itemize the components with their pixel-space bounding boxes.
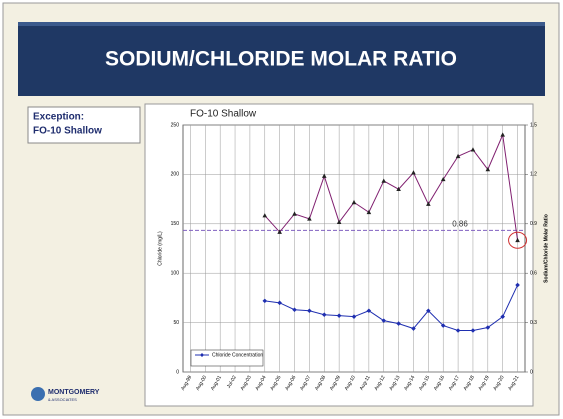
legend-marker: [200, 353, 204, 357]
y2-tick-label: 0.6: [530, 271, 537, 277]
data-point: [351, 314, 357, 319]
data-point: [500, 132, 505, 137]
y-axis-label: Chloride (mg/L): [157, 231, 163, 266]
data-point: [470, 147, 476, 152]
logo-name: MONTGOMERY: [48, 389, 100, 396]
data-point: [366, 308, 372, 314]
data-point: [336, 219, 342, 224]
data-point: [381, 178, 387, 183]
reference-label: 0.86: [452, 219, 468, 228]
data-point: [396, 186, 401, 192]
data-point: [277, 229, 282, 234]
data-point: [262, 298, 268, 304]
y-tick-label: 200: [171, 172, 180, 178]
data-point: [455, 328, 461, 333]
data-point: [470, 328, 476, 333]
exception-box: [27, 106, 141, 144]
data-point: [426, 201, 431, 206]
series-line: [264, 133, 519, 241]
data-point: [515, 237, 520, 243]
highlight-circle: [508, 231, 528, 249]
data-point: [262, 213, 268, 218]
exception-well: FO-10 Shallow: [33, 126, 102, 137]
y2-axis-label: Sodium/Chloride Molar Ratio: [543, 214, 549, 283]
data-point: [366, 209, 372, 215]
y-tick-label: 100: [171, 271, 180, 277]
y-tick-label: 0: [176, 369, 179, 375]
legend-label: Chloride Concentration: [212, 352, 263, 358]
data-point: [426, 308, 431, 314]
slide-title: SODIUM/CHLORIDE MOLAR RATIO: [105, 48, 457, 71]
data-point: [292, 307, 297, 313]
data-point: [515, 282, 520, 288]
series-line: [264, 284, 519, 332]
data-point: [411, 170, 416, 175]
data-point: [307, 308, 312, 314]
header-band: [18, 22, 545, 96]
data-point: [440, 176, 446, 182]
y2-tick-label: 0.9: [530, 221, 537, 227]
y2-tick-label: 0: [530, 369, 533, 375]
data-point: [500, 314, 505, 319]
data-point: [455, 153, 461, 159]
data-point: [321, 312, 327, 317]
y-tick-label: 50: [173, 320, 179, 326]
y2-tick-label: 0.3: [530, 320, 537, 326]
data-point: [485, 166, 491, 172]
data-point: [277, 300, 282, 306]
data-point: [485, 325, 491, 330]
data-point: [351, 199, 357, 205]
logo-icon: [31, 387, 45, 401]
data-point: [307, 216, 312, 221]
legend-box: [190, 349, 264, 367]
exception-heading: Exception:: [33, 112, 84, 123]
data-point: [440, 323, 446, 328]
data-point: [321, 173, 327, 178]
logo-sub: & ASSOCIATES: [48, 397, 77, 402]
header-top: [18, 22, 545, 26]
data-point: [411, 326, 416, 331]
data-point: [396, 321, 401, 326]
data-point: [292, 211, 297, 216]
y-tick-label: 150: [171, 221, 180, 227]
y2-tick-label: 1.5: [530, 122, 537, 128]
chart-title: FO-10 Shallow: [190, 109, 257, 120]
data-point: [381, 318, 387, 323]
data-point: [336, 313, 342, 318]
y2-tick-label: 1.2: [530, 172, 537, 178]
y-tick-label: 250: [171, 122, 180, 128]
